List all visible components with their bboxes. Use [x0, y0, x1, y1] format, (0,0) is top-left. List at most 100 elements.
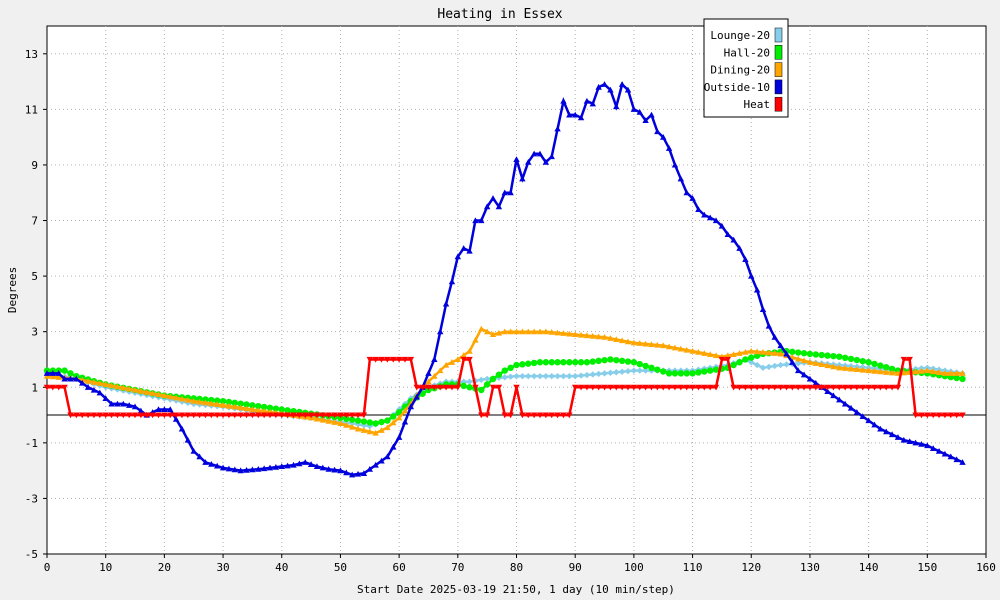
data-point-heat	[460, 356, 467, 363]
data-point-heat	[337, 412, 344, 419]
data-point-heat	[595, 384, 602, 391]
data-point-heat	[742, 384, 749, 391]
data-point-hall-20	[501, 367, 508, 374]
data-point-heat	[947, 412, 954, 419]
data-point-heat	[660, 384, 667, 391]
data-point-heat	[442, 384, 450, 391]
data-point-lounge-20	[618, 368, 626, 375]
data-point-lounge-20	[525, 372, 532, 380]
data-point-dining-20	[683, 346, 690, 353]
data-point-dining-20	[255, 407, 262, 413]
data-point-dining-20	[478, 325, 485, 332]
x-tick-label: 20	[158, 561, 171, 574]
data-point-dining-20	[941, 370, 949, 376]
data-point-dining-20	[953, 370, 960, 376]
data-point-heat	[560, 412, 567, 419]
legend-label-lounge-20: Lounge-20	[710, 29, 770, 42]
data-point-dining-20	[924, 367, 931, 374]
data-point-outside-10	[460, 245, 467, 251]
data-point-outside-10	[448, 278, 456, 285]
data-point-heat	[607, 384, 614, 391]
data-point-hall-20	[372, 420, 379, 427]
data-point-outside-10	[219, 464, 227, 471]
data-point-hall-20	[660, 368, 667, 375]
data-point-dining-20	[208, 400, 215, 407]
data-point-heat	[601, 384, 608, 391]
data-point-heat	[131, 412, 139, 419]
data-point-outside-10	[836, 396, 843, 403]
data-point-heat	[302, 412, 309, 419]
x-tick-label: 60	[393, 561, 406, 574]
data-point-hall-20	[630, 359, 638, 366]
data-point-heat	[266, 412, 274, 419]
data-point-dining-20	[525, 328, 532, 335]
data-point-outside-10	[953, 456, 960, 463]
data-point-outside-10	[272, 463, 280, 470]
data-point-outside-10	[624, 86, 632, 93]
data-point-hall-20	[219, 397, 227, 405]
data-point-dining-20	[577, 331, 585, 338]
data-point-outside-10	[947, 453, 954, 460]
data-point-outside-10	[489, 195, 497, 201]
data-point-hall-20	[959, 375, 966, 383]
data-point-dining-20	[542, 328, 550, 335]
data-point-dining-20	[654, 341, 661, 348]
data-point-dining-20	[325, 417, 332, 424]
x-tick-label: 110	[683, 561, 703, 574]
data-point-outside-10	[43, 370, 51, 376]
data-point-dining-20	[836, 364, 843, 371]
data-point-dining-20	[137, 387, 145, 394]
data-point-dining-20	[613, 336, 620, 343]
data-point-heat	[777, 384, 784, 391]
data-point-outside-10	[372, 461, 379, 468]
data-point-dining-20	[530, 328, 538, 335]
data-point-outside-10	[266, 464, 274, 471]
data-point-heat	[630, 384, 638, 391]
data-point-outside-10	[337, 467, 344, 474]
data-point-dining-20	[84, 377, 92, 384]
data-point-hall-20	[243, 401, 250, 408]
y-tick-label: 1	[31, 381, 38, 394]
data-point-heat	[395, 356, 403, 363]
data-point-heat	[278, 412, 285, 419]
data-point-dining-20	[677, 345, 685, 352]
data-point-dining-20	[120, 384, 127, 391]
data-point-dining-20	[260, 407, 268, 414]
data-point-dining-20	[777, 350, 784, 357]
data-point-dining-20	[331, 419, 338, 425]
data-point-heat	[343, 412, 350, 419]
data-point-heat	[319, 412, 327, 419]
data-point-outside-10	[237, 467, 244, 474]
data-point-dining-20	[806, 359, 814, 365]
data-point-heat	[730, 384, 737, 391]
data-point-heat	[718, 356, 726, 363]
data-point-dining-20	[143, 389, 150, 395]
data-point-dining-20	[425, 378, 432, 385]
data-point-heat	[806, 384, 814, 391]
data-point-dining-20	[125, 385, 133, 392]
data-point-heat	[924, 412, 931, 419]
data-point-hall-20	[601, 356, 608, 364]
data-point-hall-20	[736, 359, 743, 366]
data-point-hall-20	[689, 370, 696, 377]
data-point-heat	[448, 384, 456, 391]
data-point-outside-10	[202, 459, 209, 465]
data-point-outside-10	[284, 462, 291, 469]
data-point-hall-20	[266, 404, 274, 412]
data-point-lounge-20	[571, 372, 579, 380]
data-point-dining-20	[390, 419, 397, 426]
data-point-outside-10	[736, 245, 743, 251]
data-point-outside-10	[472, 217, 479, 224]
data-point-hall-20	[795, 349, 802, 356]
data-point-outside-10	[789, 359, 796, 365]
data-point-outside-10	[677, 175, 685, 182]
data-point-outside-10	[155, 406, 162, 413]
data-point-heat	[43, 384, 51, 391]
data-point-dining-20	[102, 381, 109, 388]
data-point-heat	[830, 384, 837, 391]
data-point-outside-10	[883, 428, 890, 435]
data-point-heat	[401, 356, 409, 363]
data-point-dining-20	[161, 392, 168, 399]
data-point-outside-10	[783, 350, 790, 357]
data-point-outside-10	[929, 445, 937, 451]
